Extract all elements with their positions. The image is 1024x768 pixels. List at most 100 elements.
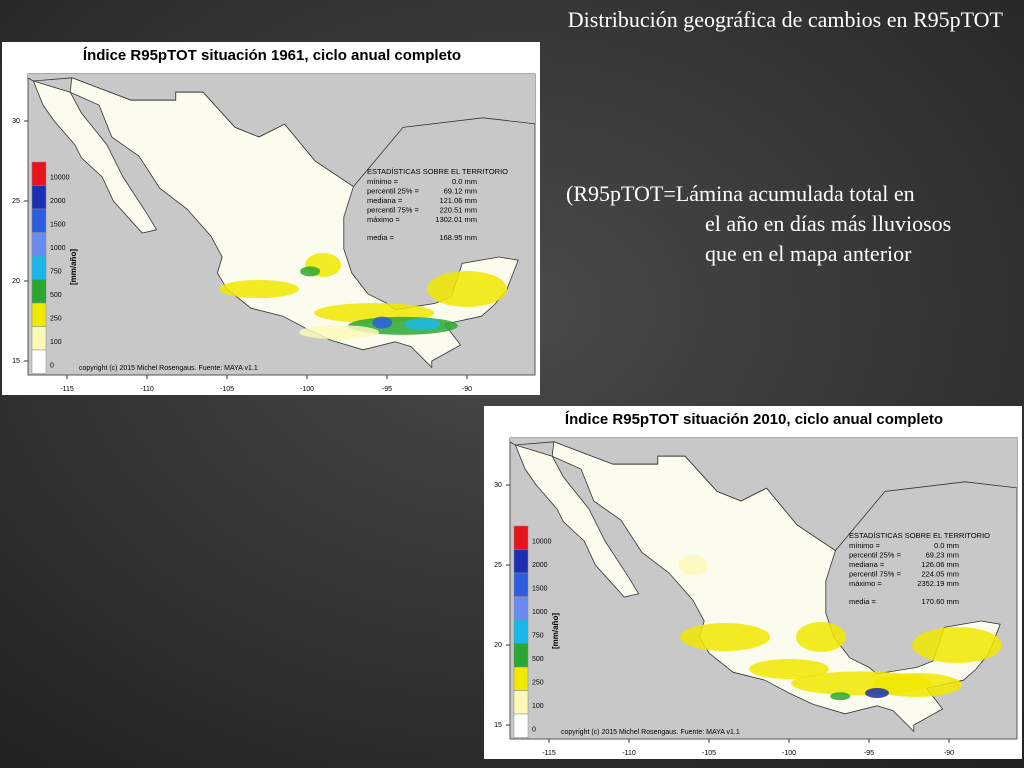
precip-zone — [680, 623, 770, 651]
precip-zone — [427, 271, 507, 307]
stat-value: 220.51 mm — [439, 205, 477, 214]
stat-value: 0.0 mm — [452, 177, 477, 186]
stat-label: media = — [367, 233, 395, 242]
precip-zone — [404, 318, 441, 331]
copyright: copyright (c) 2015 Michel Rosengaus. Fue… — [561, 729, 740, 736]
legend-swatch — [31, 185, 47, 210]
stat-value: 126.06 mm — [921, 560, 959, 569]
stat-label: mínimo = — [367, 177, 399, 186]
legend-label: 250 — [50, 316, 62, 323]
stat-label: máximo = — [849, 579, 882, 588]
map-title: Índice R95pTOT situación 2010, ciclo anu… — [565, 411, 943, 428]
note-line: el año en días más lluviosos — [705, 211, 951, 236]
map-land — [510, 438, 1017, 733]
legend-label: 1000 — [532, 609, 548, 616]
precip-zone — [299, 325, 379, 340]
legend-label: 1500 — [50, 222, 66, 229]
precip-zone — [872, 673, 962, 697]
stat-value: 69.23 mm — [926, 550, 959, 559]
precip-zone — [912, 627, 1002, 663]
precip-zone — [865, 688, 889, 698]
legend-label: 10000 — [50, 175, 70, 182]
y-tick-label: 30 — [12, 118, 20, 125]
map-panel: Índice R95pTOT situación 2010, ciclo anu… — [484, 406, 1022, 759]
land-baja — [514, 444, 640, 598]
x-tick-label: -115 — [542, 750, 556, 757]
x-tick-label: -100 — [300, 386, 314, 393]
y-tick-label: 15 — [12, 358, 20, 365]
stat-label: percentil 25% = — [849, 550, 902, 559]
legend-label: 0 — [50, 363, 54, 370]
legend-swatch — [513, 572, 529, 597]
x-tick-label: -90 — [944, 750, 954, 757]
legend-title: [mm/año] — [551, 613, 560, 649]
legend-label: 750 — [532, 633, 544, 640]
y-tick-label: 25 — [494, 562, 502, 569]
legend-label: 500 — [50, 292, 62, 299]
legend-label: 1500 — [532, 586, 548, 593]
stat-label: mediana = — [849, 560, 885, 569]
y-tick-label: 15 — [494, 722, 502, 729]
stat-value: 168.95 mm — [439, 233, 477, 242]
legend-label: 1000 — [50, 245, 66, 252]
legend-label: 750 — [50, 269, 62, 276]
land-baja — [32, 80, 158, 234]
map-title: Índice R95pTOT situación 1961, ciclo anu… — [83, 47, 461, 64]
precip-zone — [219, 280, 299, 298]
land-mexico — [69, 77, 519, 369]
stat-label: mediana = — [367, 196, 403, 205]
slide-title: Distribución geográfica de cambios en R9… — [568, 7, 1004, 32]
legend-swatch — [513, 596, 529, 621]
y-tick-label: 20 — [494, 642, 502, 649]
land-mexico — [551, 441, 1001, 733]
legend-label: 250 — [532, 680, 544, 687]
stat-value: 224.05 mm — [921, 569, 959, 578]
legend-label: 100 — [532, 703, 544, 710]
note-line: que en el mapa anterior — [705, 241, 912, 266]
stat-value: 2352.19 mm — [917, 579, 959, 588]
stat-label: percentil 75% = — [367, 205, 420, 214]
legend-swatch — [513, 666, 529, 691]
x-tick-label: -95 — [864, 750, 874, 757]
legend-swatch — [513, 525, 529, 550]
stat-value: 170.60 mm — [921, 597, 959, 606]
legend-label: 100 — [50, 339, 62, 346]
x-tick-label: -115 — [60, 386, 74, 393]
stat-label: máximo = — [367, 215, 400, 224]
legend-label: 2000 — [532, 562, 548, 569]
x-tick-label: -105 — [702, 750, 716, 757]
copyright: copyright (c) 2015 Michel Rosengaus. Fue… — [79, 365, 258, 372]
x-tick-label: -95 — [382, 386, 392, 393]
note-line: (R95pTOT=Lámina acumulada total en — [566, 181, 915, 206]
stat-value: 1302.01 mm — [435, 215, 477, 224]
map-land — [28, 74, 535, 369]
precip-zone — [830, 692, 851, 701]
legend-swatch — [31, 279, 47, 304]
legend-swatch — [513, 643, 529, 668]
legend-label: 500 — [532, 656, 544, 663]
stat-value: 69.12 mm — [444, 186, 477, 195]
stat-value: 0.0 mm — [934, 541, 959, 550]
precip-zone — [796, 622, 846, 652]
legend-title: [mm/año] — [69, 249, 78, 285]
legend-swatch — [31, 255, 47, 280]
y-tick-label: 20 — [12, 278, 20, 285]
legend-label: 0 — [532, 727, 536, 734]
legend-swatch — [31, 232, 47, 257]
x-tick-label: -90 — [462, 386, 472, 393]
precip-zone — [372, 316, 393, 329]
x-tick-label: -110 — [140, 386, 154, 393]
stat-value: 121.06 mm — [439, 196, 477, 205]
legend-label: 10000 — [532, 539, 552, 546]
legend-swatch — [31, 208, 47, 233]
legend-swatch — [513, 690, 529, 715]
legend-label: 2000 — [50, 198, 66, 205]
x-tick-label: -105 — [220, 386, 234, 393]
stat-label: media = — [849, 597, 877, 606]
legend-swatch — [513, 549, 529, 574]
stats-title: ESTADÍSTICAS SOBRE EL TERRITORIO — [367, 167, 508, 176]
map-panel: Índice R95pTOT situación 1961, ciclo anu… — [2, 42, 540, 395]
legend-swatch — [31, 326, 47, 351]
precip-zone — [678, 555, 708, 575]
legend-swatch — [513, 619, 529, 644]
